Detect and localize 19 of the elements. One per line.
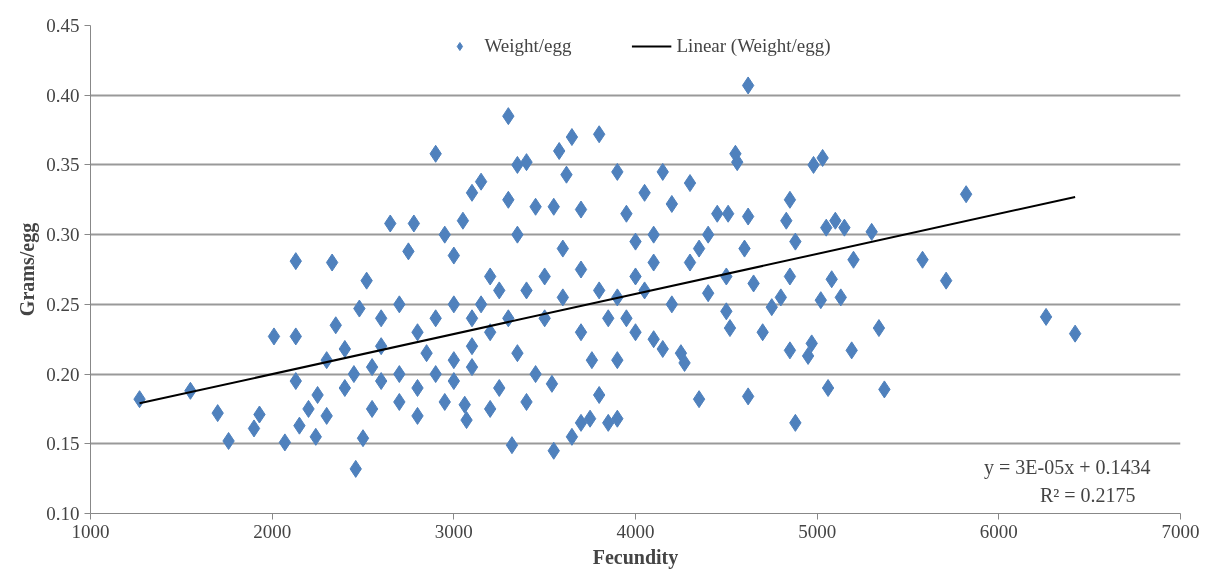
x-tick-label: 3000: [434, 520, 473, 542]
y-tick-label: 0.25: [46, 293, 80, 315]
y-tick-label: 0.20: [46, 363, 80, 385]
annotation: R² = 0.2175: [1039, 483, 1136, 506]
legend-label: Weight/egg: [484, 35, 572, 57]
y-tick-label: 0.30: [46, 224, 80, 246]
annotation: y = 3E-05x + 0.1434: [984, 455, 1151, 479]
y-tick-label: 0.45: [46, 15, 80, 36]
x-tick-label: 7000: [1161, 520, 1200, 542]
y-tick-label: 0.40: [46, 84, 80, 106]
x-tick-label: 6000: [979, 520, 1018, 542]
y-tick-label: 0.15: [46, 433, 80, 455]
x-tick-label: 5000: [798, 520, 837, 542]
x-axis-title: Fecundity: [592, 545, 679, 569]
x-tick-label: 2000: [253, 520, 292, 542]
x-tick-label: 4000: [616, 520, 655, 542]
y-tick-label: 0.35: [46, 154, 80, 176]
y-axis-title: Grams/egg: [16, 222, 40, 317]
legend-label: Linear (Weight/egg): [676, 35, 831, 57]
